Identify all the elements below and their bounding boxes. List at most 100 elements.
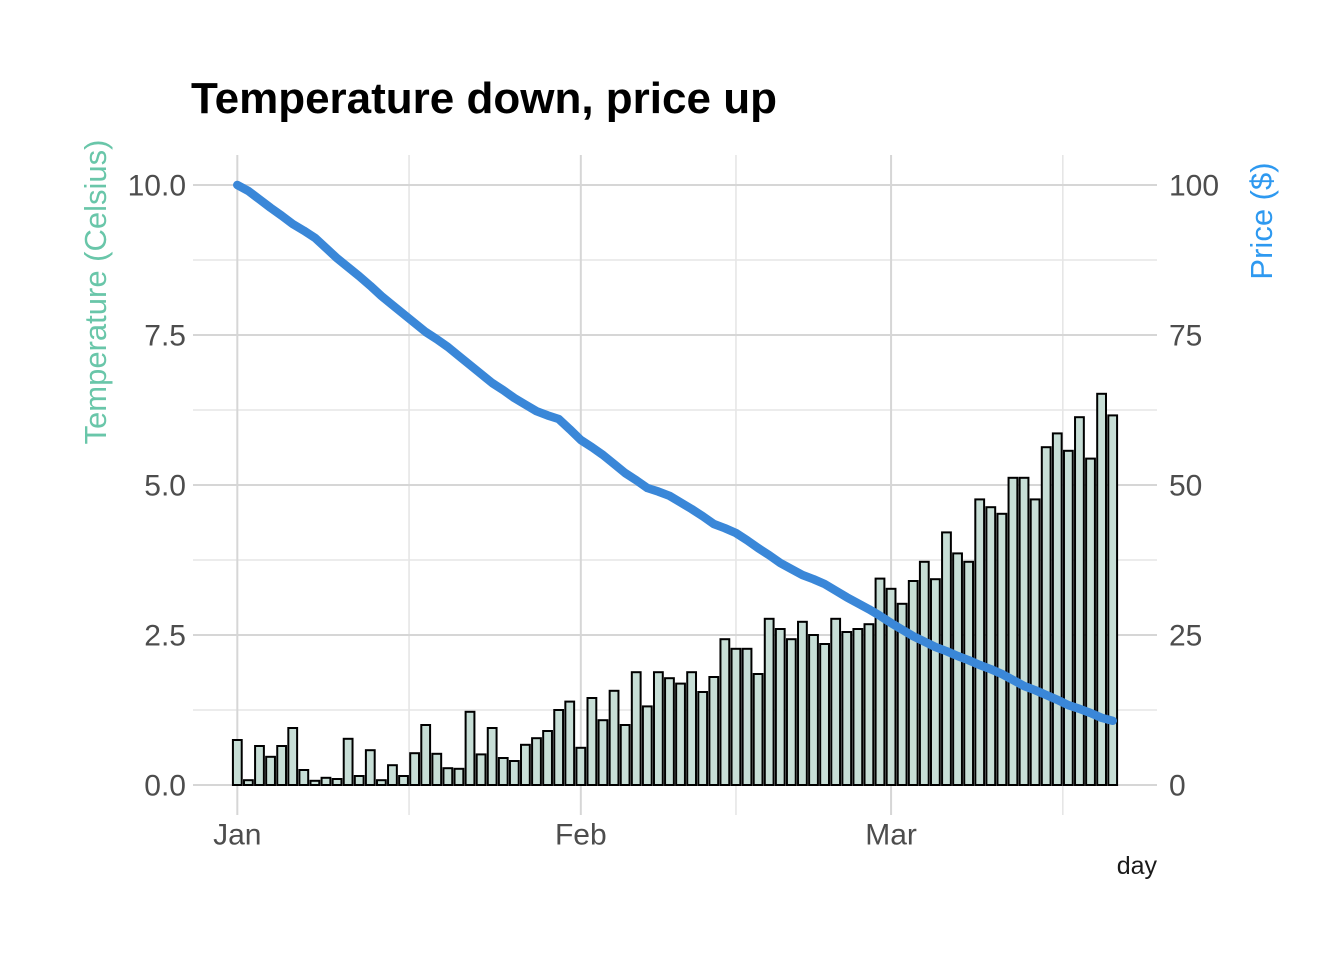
temperature-bar — [664, 677, 675, 787]
temperature-bar — [298, 769, 310, 786]
temperature-bar — [486, 727, 498, 786]
temperature-bar — [420, 724, 432, 786]
temperature-bar — [752, 673, 764, 786]
temperature-bar — [1085, 457, 1096, 786]
temperature-bar — [686, 671, 698, 787]
temperature-bars — [231, 392, 1119, 787]
temperature-bar — [398, 775, 409, 786]
temperature-bar — [630, 671, 642, 787]
temperature-bar — [952, 552, 963, 787]
temperature-bar — [387, 764, 398, 787]
temperature-bar — [785, 638, 797, 787]
temperature-bar — [608, 689, 620, 786]
left-tick-label: 5.0 — [144, 470, 186, 503]
x-axis-title: day — [1116, 852, 1157, 880]
temperature-bar — [597, 719, 609, 787]
temperature-bar — [719, 638, 731, 787]
temperature-bar — [542, 730, 553, 786]
temperature-bar — [431, 752, 443, 786]
temperature-bar — [475, 753, 487, 787]
temperature-bar — [1096, 392, 1107, 786]
temperature-bar — [575, 746, 587, 786]
left-tick-label: 2.5 — [144, 620, 186, 653]
chart-title: Temperature down, price up — [191, 74, 777, 123]
temperature-bar — [763, 617, 775, 786]
right-tick-label: 100 — [1169, 170, 1219, 203]
temperature-bar — [564, 700, 576, 786]
temperature-bar — [464, 710, 476, 786]
right-tick-label: 0 — [1169, 770, 1186, 803]
temperature-bar — [841, 631, 853, 786]
temperature-bar — [586, 697, 598, 786]
x-tick-label: Jan — [213, 819, 261, 852]
temperature-bar — [963, 560, 975, 786]
temperature-bar — [974, 498, 986, 786]
temperature-bar — [364, 749, 376, 787]
temperature-bar — [342, 737, 354, 786]
temperature-bar — [265, 755, 276, 786]
temperature-bar — [896, 602, 908, 786]
right-tick-label: 50 — [1169, 470, 1202, 503]
temperature-bar — [918, 560, 930, 786]
temperature-bar — [1018, 476, 1030, 786]
temperature-bar — [652, 671, 664, 787]
temperature-bar — [730, 647, 742, 786]
temperature-bar — [453, 767, 465, 786]
temperature-bar — [553, 709, 565, 786]
temperature-bar — [1051, 432, 1063, 786]
x-tick-label: Feb — [555, 819, 607, 852]
temperature-bar — [741, 647, 753, 786]
temperature-bar — [907, 580, 919, 786]
gridlines-major — [193, 155, 1157, 815]
right-tick-label: 75 — [1169, 320, 1202, 353]
temperature-bar — [774, 628, 786, 786]
left-tick-label: 7.5 — [144, 320, 186, 353]
temperature-bar — [276, 745, 288, 786]
temperature-bar — [1040, 446, 1052, 786]
temperature-bar — [863, 623, 875, 787]
temperature-bar — [409, 752, 421, 787]
temperature-bar — [243, 779, 254, 787]
temperature-bar — [641, 705, 653, 787]
left-tick-label: 0.0 — [144, 770, 186, 803]
temperature-bar — [497, 757, 509, 786]
temperature-bar — [874, 577, 886, 786]
temperature-bar — [819, 643, 830, 786]
temperature-bar — [985, 506, 997, 786]
temperature-bar — [375, 779, 387, 787]
x-tick-label: Mar — [865, 819, 917, 852]
temperature-bar — [520, 743, 531, 786]
temperature-bar — [852, 628, 864, 786]
axis-tick-labels: 0.0 2.5 5.0 7.5 10.0 0 25 50 75 100 Jan Feb Mar — [128, 170, 1219, 852]
temperature-bar — [309, 779, 321, 786]
temperature-bar — [797, 620, 808, 786]
temperature-bar — [1074, 416, 1085, 786]
temperature-bar — [941, 531, 952, 787]
temperature-bar — [830, 617, 842, 786]
temperature-bar — [885, 587, 897, 786]
temperature-bar — [287, 727, 299, 786]
temperature-bar — [1029, 498, 1041, 786]
temperature-bar — [508, 760, 520, 786]
temperature-bar — [531, 737, 542, 787]
temperature-bar — [996, 512, 1008, 786]
temperature-bar — [331, 778, 343, 786]
temperature-bar — [1107, 414, 1119, 786]
temperature-bar — [697, 691, 709, 786]
temperature-bar — [708, 676, 720, 786]
temperature-bar — [1062, 449, 1074, 786]
price-line — [233, 180, 1117, 726]
temperature-bar — [675, 682, 686, 786]
temperature-bar — [353, 775, 365, 786]
temperature-bar — [320, 776, 332, 786]
temperature-bar — [929, 578, 941, 787]
temperature-bar — [619, 724, 631, 786]
temperature-bar — [254, 745, 265, 786]
left-tick-label: 10.0 — [128, 170, 186, 203]
price-line-group — [233, 180, 1117, 726]
temperature-bar — [1007, 476, 1019, 786]
temperature-bar — [442, 767, 454, 787]
temperature-bar — [808, 634, 819, 786]
